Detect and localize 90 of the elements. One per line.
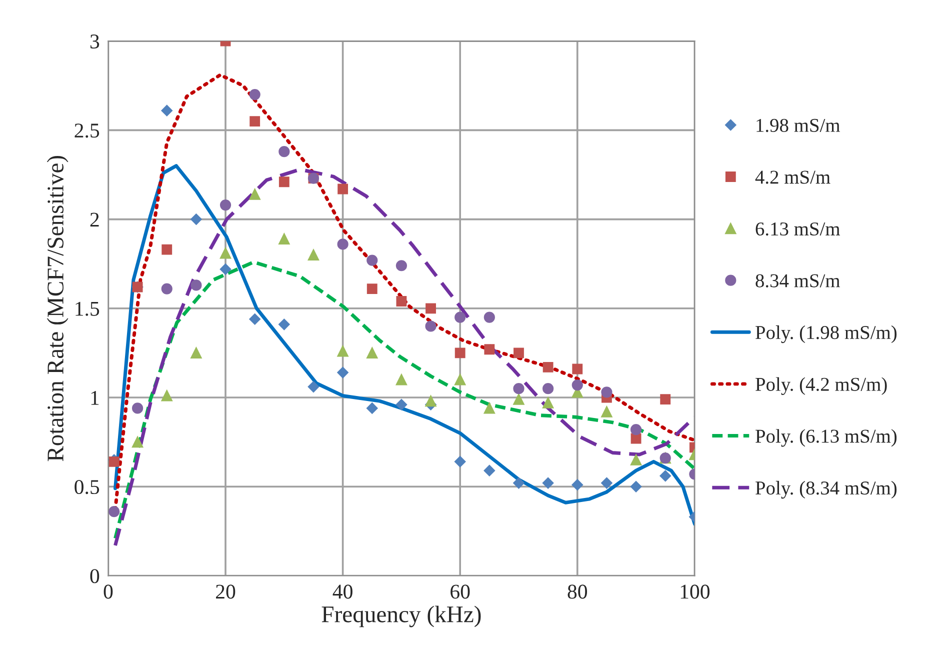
point — [220, 199, 232, 211]
y-tick-label: 1.5 — [76, 302, 100, 316]
point — [601, 477, 612, 489]
point — [454, 312, 466, 323]
point — [454, 348, 466, 358]
point — [249, 88, 260, 100]
x-tick-label: 0 — [104, 584, 113, 599]
legend-label: 4.2 mS/m — [755, 170, 830, 184]
point — [425, 320, 436, 332]
point — [250, 116, 260, 126]
point — [190, 347, 202, 359]
point — [484, 402, 495, 414]
point — [308, 249, 320, 260]
point — [278, 176, 290, 188]
y-tick-label: 1 — [91, 390, 99, 405]
point — [513, 477, 524, 489]
point — [572, 379, 583, 391]
point — [513, 383, 524, 394]
point — [542, 477, 554, 489]
x-tick-label: 60 — [450, 584, 470, 599]
legend-label: 6.13 mS/m — [756, 222, 840, 236]
point — [426, 303, 436, 314]
point — [108, 456, 120, 467]
point — [660, 394, 671, 404]
y-tick-label: 2 — [90, 212, 99, 227]
point — [249, 313, 260, 325]
point — [161, 104, 172, 116]
point — [337, 238, 348, 250]
legend-label: 1.98 mS/m — [756, 118, 840, 132]
point — [366, 284, 378, 294]
point — [542, 397, 554, 408]
point — [601, 386, 612, 398]
point — [162, 244, 172, 255]
point — [484, 344, 495, 355]
point — [132, 402, 144, 414]
point — [601, 406, 612, 418]
point — [542, 362, 554, 372]
y-tick-label: 0.5 — [74, 480, 100, 494]
line-series — [114, 260, 695, 540]
point — [308, 381, 320, 392]
x-axis-title: Frequency (kHz) — [322, 606, 481, 628]
point — [514, 348, 524, 358]
point — [278, 233, 290, 244]
point — [396, 296, 407, 306]
point — [630, 481, 642, 492]
y-axis-title: Rotation Rate (MCF7/Sensitive) — [46, 156, 68, 462]
y-tick-label: 2.5 — [74, 124, 100, 138]
point — [484, 464, 496, 476]
point — [278, 146, 290, 158]
point — [454, 374, 466, 386]
point — [161, 390, 172, 402]
x-tick-label: 100 — [680, 584, 710, 599]
point — [220, 248, 232, 259]
point — [366, 402, 378, 414]
legend-label: Poly. (4.2 mS/m) — [756, 377, 887, 395]
point — [337, 346, 348, 357]
point — [366, 347, 378, 359]
point — [396, 260, 408, 272]
point — [630, 454, 642, 466]
point — [484, 312, 495, 323]
legend-label: Poly. (1.98 mS/m) — [756, 325, 897, 344]
x-tick-label: 40 — [332, 584, 352, 599]
x-tick-label: 80 — [568, 584, 588, 599]
point — [396, 374, 408, 386]
point — [190, 280, 202, 291]
point — [542, 383, 554, 394]
point — [249, 188, 260, 200]
point — [338, 184, 348, 194]
y-tick-label: 0 — [90, 569, 100, 584]
point — [425, 396, 436, 407]
point — [220, 264, 232, 275]
point — [572, 364, 583, 374]
point — [572, 479, 583, 490]
x-tick-label: 20 — [216, 584, 236, 599]
point — [513, 394, 524, 405]
point — [630, 424, 642, 436]
y-tick-label: 3 — [90, 34, 100, 49]
point — [190, 214, 202, 225]
point — [337, 366, 348, 378]
legend-label: Poly. (6.13 mS/m) — [756, 429, 897, 447]
point — [366, 254, 378, 266]
point — [132, 436, 144, 448]
legend-label: 8.34 mS/m — [756, 274, 840, 288]
point — [278, 318, 290, 330]
point — [396, 399, 408, 410]
point — [108, 506, 120, 518]
legend-label: Poly. (8.34 mS/m) — [756, 480, 897, 499]
point — [454, 456, 466, 468]
point — [660, 470, 671, 482]
point — [161, 283, 172, 294]
